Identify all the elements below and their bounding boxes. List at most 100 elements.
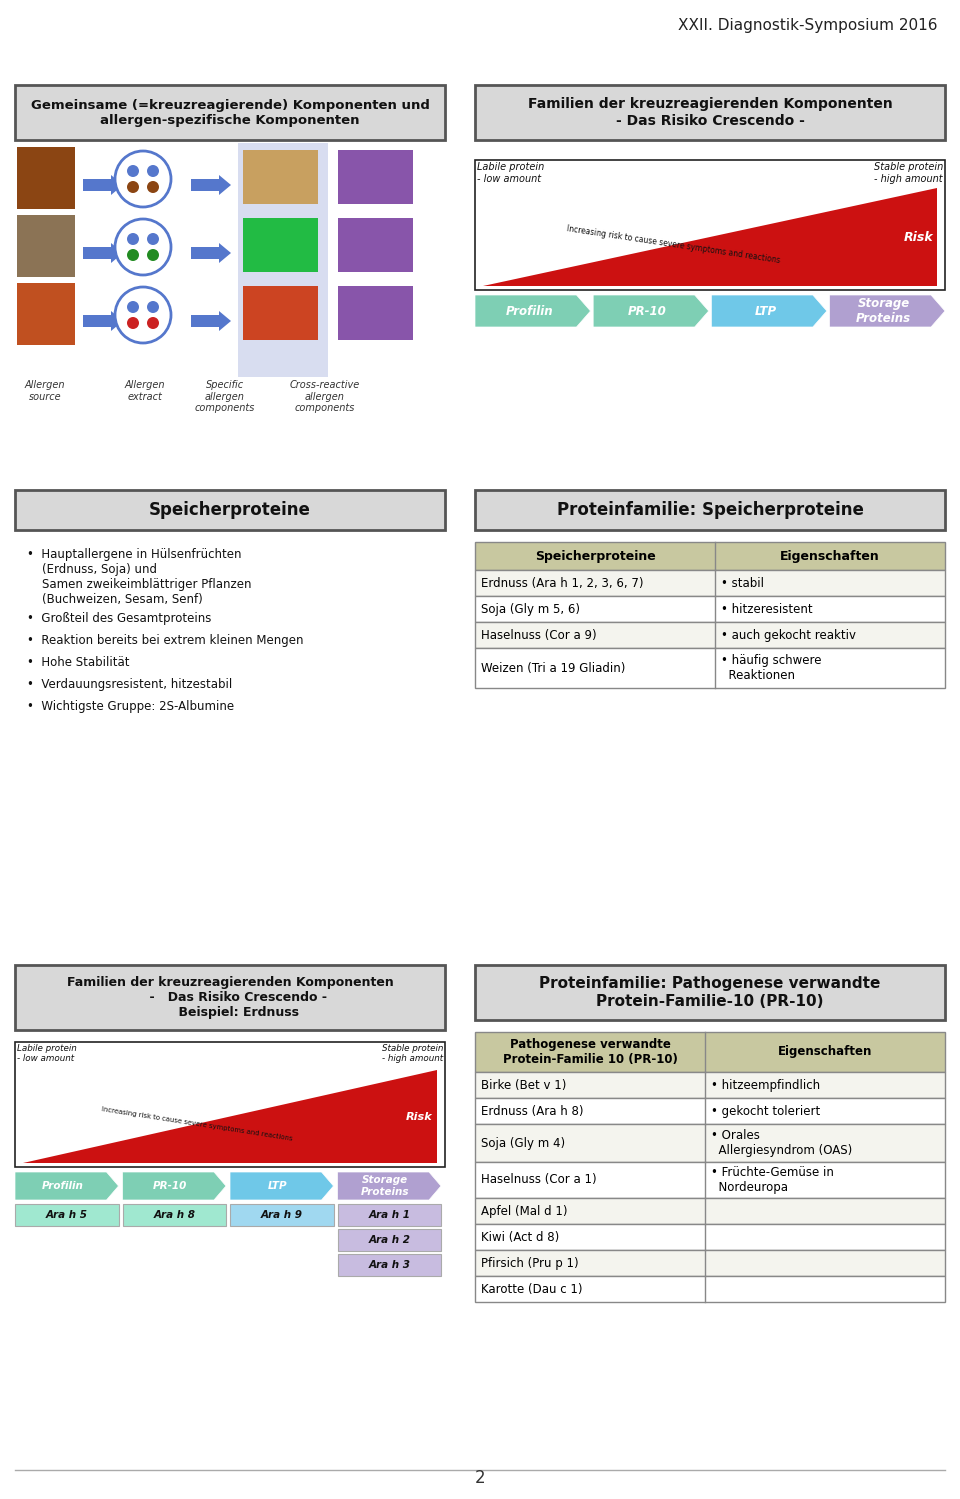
Text: • gekocht toleriert: • gekocht toleriert [711, 1105, 820, 1117]
Circle shape [127, 181, 139, 193]
Polygon shape [15, 1172, 118, 1201]
Text: Eigenschaften: Eigenschaften [780, 550, 880, 562]
Text: Labile protein
- low amount: Labile protein - low amount [17, 1043, 77, 1063]
FancyBboxPatch shape [243, 217, 318, 271]
Text: Kiwi (Act d 8): Kiwi (Act d 8) [481, 1231, 560, 1244]
Text: Speicherproteine: Speicherproteine [535, 550, 656, 562]
Text: 2: 2 [474, 1469, 486, 1487]
Text: • hitzeempfindlich: • hitzeempfindlich [711, 1078, 820, 1091]
FancyBboxPatch shape [230, 1204, 333, 1226]
Polygon shape [191, 243, 231, 262]
Text: Increasing risk to cause severe symptoms and reactions: Increasing risk to cause severe symptoms… [566, 225, 781, 265]
FancyBboxPatch shape [15, 490, 445, 531]
Text: • häufig schwere
  Reaktionen: • häufig schwere Reaktionen [721, 654, 822, 682]
Text: Eigenschaften: Eigenschaften [778, 1045, 873, 1058]
FancyBboxPatch shape [338, 1229, 441, 1252]
Polygon shape [475, 295, 590, 327]
Text: •  Großteil des Gesamtproteins: • Großteil des Gesamtproteins [27, 612, 211, 625]
Text: •  Reaktion bereits bei extrem kleinen Mengen: • Reaktion bereits bei extrem kleinen Me… [27, 634, 303, 648]
Polygon shape [191, 310, 231, 331]
Text: Ara h 9: Ara h 9 [261, 1210, 302, 1220]
FancyBboxPatch shape [475, 1072, 945, 1097]
Text: •  Verdauungsresistent, hitzestabil: • Verdauungsresistent, hitzestabil [27, 678, 232, 691]
FancyBboxPatch shape [475, 570, 945, 597]
Circle shape [147, 181, 159, 193]
FancyBboxPatch shape [238, 142, 328, 378]
Text: Erdnuss (Ara h 1, 2, 3, 6, 7): Erdnuss (Ara h 1, 2, 3, 6, 7) [481, 577, 643, 589]
Text: • Früchte-Gemüse in
  Nordeuropa: • Früchte-Gemüse in Nordeuropa [711, 1166, 834, 1195]
Text: •  Hauptallergene in Hülsenfrüchten
    (Erdnuss, Soja) und
    Samen zweikeimbl: • Hauptallergene in Hülsenfrüchten (Erdn… [27, 549, 252, 606]
Circle shape [127, 232, 139, 244]
Text: •  Wichtigste Gruppe: 2S-Albumine: • Wichtigste Gruppe: 2S-Albumine [27, 700, 234, 714]
Polygon shape [711, 295, 827, 327]
FancyBboxPatch shape [15, 1204, 118, 1226]
FancyBboxPatch shape [475, 490, 945, 531]
Polygon shape [123, 1172, 226, 1201]
FancyBboxPatch shape [475, 1225, 945, 1250]
Circle shape [147, 232, 159, 244]
Text: Labile protein
- low amount: Labile protein - low amount [477, 162, 544, 183]
FancyBboxPatch shape [338, 286, 413, 340]
Polygon shape [829, 295, 945, 327]
Text: Specific
allergen
components: Specific allergen components [195, 381, 255, 414]
Text: Proteinfamilie: Speicherproteine: Proteinfamilie: Speicherproteine [557, 501, 863, 519]
FancyBboxPatch shape [338, 1204, 441, 1226]
Text: Stable protein
- high amount: Stable protein - high amount [874, 162, 943, 183]
FancyBboxPatch shape [475, 160, 945, 289]
Text: LTP: LTP [268, 1181, 288, 1192]
Text: Soja (Gly m 4): Soja (Gly m 4) [481, 1136, 565, 1150]
Text: Increasing risk to cause severe symptoms and reactions: Increasing risk to cause severe symptoms… [101, 1106, 293, 1142]
Text: Ara h 3: Ara h 3 [369, 1261, 410, 1270]
FancyBboxPatch shape [475, 1250, 945, 1276]
Text: Haselnuss (Cor a 1): Haselnuss (Cor a 1) [481, 1174, 596, 1187]
FancyBboxPatch shape [15, 965, 445, 1030]
FancyBboxPatch shape [15, 1042, 445, 1168]
Text: Cross-reactive
allergen
components: Cross-reactive allergen components [290, 381, 360, 414]
FancyBboxPatch shape [475, 1162, 945, 1198]
FancyBboxPatch shape [475, 1198, 945, 1225]
Polygon shape [191, 175, 231, 195]
FancyBboxPatch shape [475, 1124, 945, 1162]
Text: Storage
Proteins: Storage Proteins [361, 1175, 410, 1196]
FancyBboxPatch shape [475, 965, 945, 1019]
Text: Speicherproteine: Speicherproteine [149, 501, 311, 519]
FancyBboxPatch shape [243, 286, 318, 340]
Text: Ara h 1: Ara h 1 [369, 1210, 410, 1220]
Text: Weizen (Tri a 19 Gliadin): Weizen (Tri a 19 Gliadin) [481, 661, 625, 675]
Circle shape [127, 301, 139, 313]
FancyBboxPatch shape [17, 283, 75, 345]
Text: Birke (Bet v 1): Birke (Bet v 1) [481, 1078, 566, 1091]
Text: Haselnuss (Cor a 9): Haselnuss (Cor a 9) [481, 628, 596, 642]
FancyBboxPatch shape [475, 648, 945, 688]
FancyBboxPatch shape [475, 597, 945, 622]
Polygon shape [593, 295, 708, 327]
Text: Storage
Proteins: Storage Proteins [856, 297, 911, 325]
Text: Risk: Risk [903, 231, 933, 243]
Text: Soja (Gly m 5, 6): Soja (Gly m 5, 6) [481, 603, 580, 616]
Text: • auch gekocht reaktiv: • auch gekocht reaktiv [721, 628, 856, 642]
Text: Familien der kreuzreagierenden Komponenten
- Das Risiko Crescendo -: Familien der kreuzreagierenden Komponent… [528, 97, 893, 127]
Text: Ara h 5: Ara h 5 [46, 1210, 87, 1220]
Polygon shape [338, 1172, 441, 1201]
Text: • hitzeresistent: • hitzeresistent [721, 603, 812, 616]
Polygon shape [83, 175, 123, 195]
Text: Risk: Risk [406, 1111, 433, 1121]
FancyBboxPatch shape [243, 150, 318, 204]
Text: Gemeinsame (=kreuzreagierende) Komponenten und
allergen-spezifische Komponenten: Gemeinsame (=kreuzreagierende) Komponent… [31, 99, 429, 126]
Circle shape [115, 219, 171, 274]
Circle shape [127, 316, 139, 328]
FancyBboxPatch shape [475, 543, 945, 570]
Text: • Orales
  Allergiesyndrom (OAS): • Orales Allergiesyndrom (OAS) [711, 1129, 852, 1157]
Text: Pfirsich (Pru p 1): Pfirsich (Pru p 1) [481, 1256, 579, 1270]
Text: Proteinfamilie: Pathogenese verwandte
Protein-Familie-10 (PR-10): Proteinfamilie: Pathogenese verwandte Pr… [540, 976, 880, 1009]
Text: Ara h 8: Ara h 8 [154, 1210, 195, 1220]
FancyBboxPatch shape [475, 1031, 945, 1072]
Circle shape [115, 286, 171, 343]
Text: PR-10: PR-10 [153, 1181, 187, 1192]
Circle shape [127, 165, 139, 177]
FancyBboxPatch shape [123, 1204, 226, 1226]
Circle shape [147, 249, 159, 261]
Text: Allergen
extract: Allergen extract [125, 381, 165, 402]
FancyBboxPatch shape [338, 1255, 441, 1276]
Circle shape [127, 249, 139, 261]
